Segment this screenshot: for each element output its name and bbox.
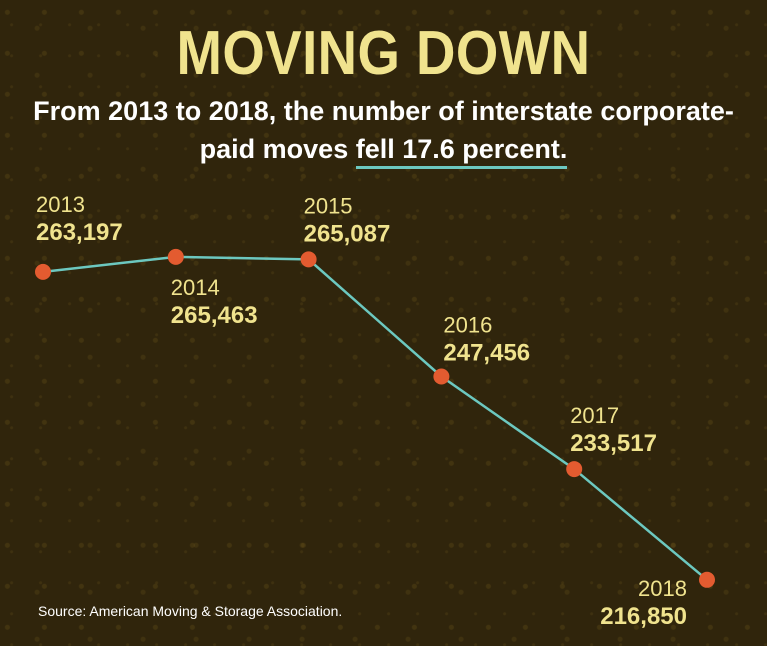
data-point-2014 xyxy=(167,248,184,265)
year-label-2018: 2018 xyxy=(638,576,687,601)
year-label-2015: 2015 xyxy=(304,193,353,218)
data-point-2015 xyxy=(300,251,317,268)
source-note: Source: American Moving & Storage Associ… xyxy=(38,603,343,619)
subtitle-highlight: fell 17.6 percent. xyxy=(355,132,568,169)
data-point-2016 xyxy=(433,368,450,385)
year-label-2013: 2013 xyxy=(36,192,85,217)
year-label-2017: 2017 xyxy=(570,403,619,428)
value-label-2018: 216,850 xyxy=(600,603,687,630)
chart-subtitle: From 2013 to 2018, the number of interst… xyxy=(20,92,747,169)
series-line xyxy=(42,255,708,581)
value-label-2015: 265,087 xyxy=(304,220,391,247)
data-point-2018 xyxy=(699,571,715,588)
data-point-2013 xyxy=(35,263,51,280)
value-label-2016: 247,456 xyxy=(443,339,530,366)
year-label-2016: 2016 xyxy=(443,312,492,337)
chart-title: MOVING DOWN xyxy=(176,19,591,88)
value-label-2014: 265,463 xyxy=(171,302,258,329)
value-label-2017: 233,517 xyxy=(570,430,657,457)
year-label-2014: 2014 xyxy=(171,275,220,300)
subtitle-text: From 2013 to 2018, the number of interst… xyxy=(33,96,734,164)
value-label-2013: 263,197 xyxy=(36,219,123,246)
data-point-2017 xyxy=(566,461,583,478)
